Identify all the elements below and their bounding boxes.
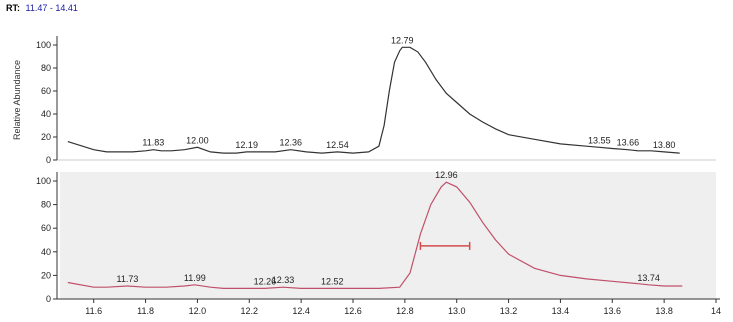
x-tick-label: 12.6 bbox=[344, 306, 362, 316]
peak-label: 12.33 bbox=[272, 275, 295, 285]
peak-label: 13.66 bbox=[617, 138, 640, 148]
peak-label: 12.52 bbox=[321, 276, 344, 286]
y-tick-label-1: 40 bbox=[41, 109, 51, 119]
x-tick-label: 12.4 bbox=[292, 306, 310, 316]
peak-label: 13.55 bbox=[588, 135, 611, 145]
x-tick-label: 12.0 bbox=[189, 306, 207, 316]
x-tick-label: 13.0 bbox=[448, 306, 466, 316]
peak-label: 12.79 bbox=[391, 35, 414, 45]
rt-label: RT: bbox=[6, 3, 20, 13]
peak-label: 12.00 bbox=[186, 135, 209, 145]
peak-label: 13.74 bbox=[637, 273, 660, 283]
y-tick-label-2: 0 bbox=[46, 294, 51, 304]
y-tick-label-1: 60 bbox=[41, 86, 51, 96]
y-tick-label-2: 100 bbox=[36, 176, 51, 186]
series-line-2 bbox=[67, 181, 683, 289]
peak-label: 12.36 bbox=[280, 138, 303, 148]
y-tick-label-1: 20 bbox=[41, 132, 51, 142]
x-tick-label: 13.2 bbox=[500, 306, 518, 316]
peak-label: 12.26 bbox=[254, 276, 277, 286]
x-tick-label: 12.8 bbox=[396, 306, 414, 316]
peak-label: 12.19 bbox=[235, 140, 258, 150]
peak-label: 11.73 bbox=[116, 274, 138, 284]
y-tick-label-2: 80 bbox=[41, 200, 51, 210]
x-tick-label: 11.8 bbox=[137, 306, 154, 316]
y-tick-label-2: 40 bbox=[41, 247, 51, 257]
x-tick-label: 13.8 bbox=[655, 306, 673, 316]
y-tick-label-1: 100 bbox=[36, 40, 51, 50]
y-tick-label-2: 60 bbox=[41, 223, 51, 233]
x-tick-label: 13.6 bbox=[604, 306, 622, 316]
y-tick-label-1: 80 bbox=[41, 63, 51, 73]
rt-range-value: 11.47 - 14.41 bbox=[25, 3, 78, 13]
y-tick-label-2: 20 bbox=[41, 270, 51, 280]
peak-label: 11.99 bbox=[184, 273, 206, 283]
peak-label: 12.54 bbox=[326, 140, 349, 150]
series-line-1 bbox=[67, 46, 680, 154]
peak-label: 12.96 bbox=[435, 170, 458, 180]
x-tick-label: 14 bbox=[711, 306, 721, 316]
rt-range-header: RT: 11.47 - 14.41 bbox=[6, 3, 78, 13]
peak-label: 11.83 bbox=[142, 138, 164, 148]
y-tick-label-1: 0 bbox=[46, 155, 51, 165]
peak-label: 13.80 bbox=[653, 140, 676, 150]
x-tick-label: 12.2 bbox=[241, 306, 259, 316]
x-tick-label: 11.6 bbox=[85, 306, 102, 316]
y-axis-label: Relative Abundance bbox=[12, 60, 22, 140]
x-tick-label: 13.4 bbox=[552, 306, 570, 316]
plot-background-2 bbox=[60, 172, 716, 299]
